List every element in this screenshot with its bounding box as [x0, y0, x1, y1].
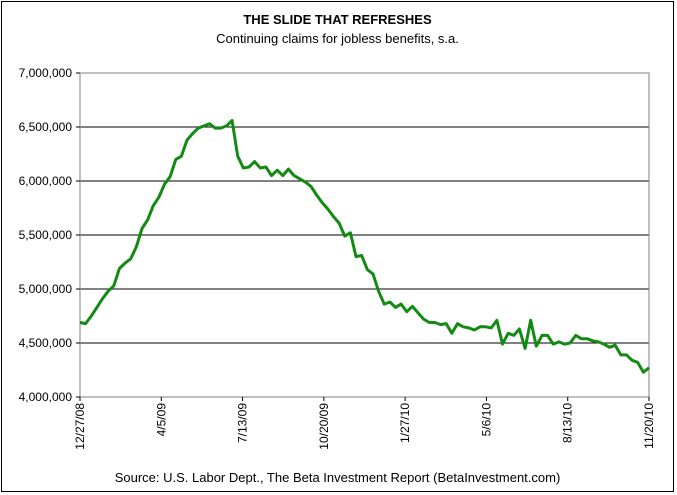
y-tick-label: 6,500,000	[19, 120, 73, 134]
x-tick-label: 10/20/09	[317, 403, 331, 450]
gridlines	[80, 126, 649, 344]
x-tick-label: 7/13/09	[236, 403, 250, 443]
chart-subtitle: Continuing claims for jobless benefits, …	[216, 31, 459, 46]
y-axis: 4,000,000 4,500,000 5,000,000 5,500,000 6,00…	[19, 66, 80, 404]
y-tick-label: 7,000,000	[19, 66, 73, 80]
x-tick-label: 8/13/10	[561, 403, 575, 443]
x-tick-label: 11/20/10	[642, 403, 656, 449]
y-tick-label: 4,000,000	[19, 390, 73, 404]
y-tick-label: 6,000,000	[19, 174, 73, 188]
x-axis: 12/27/08 4/5/09 7/13/09 10/20/09 1/27/10 5/6/…	[73, 397, 656, 450]
y-tick-label: 4,500,000	[19, 336, 73, 350]
x-tick-label: 5/6/10	[479, 403, 493, 437]
y-tick-label: 5,500,000	[19, 228, 73, 242]
x-tick-label: 1/27/10	[398, 403, 412, 443]
chart-title: THE SLIDE THAT REFRESHES	[243, 12, 432, 27]
chart-source: Source: U.S. Labor Dept., The Beta Inves…	[114, 470, 561, 485]
series-layer	[79, 119, 650, 374]
x-tick-label: 4/5/09	[154, 403, 168, 437]
x-tick-label: 12/27/08	[73, 403, 87, 450]
series-line	[79, 119, 650, 374]
y-tick-label: 5,000,000	[19, 282, 73, 296]
